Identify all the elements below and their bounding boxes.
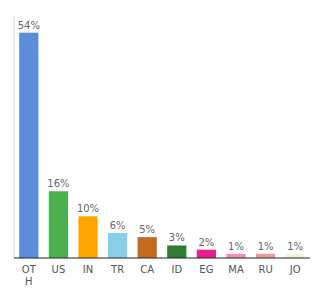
x-tick-label: MA: [228, 264, 244, 275]
data-label: 6%: [110, 220, 126, 231]
data-label: 3%: [169, 232, 185, 243]
data-label: 10%: [77, 203, 99, 214]
x-tick-label: EG: [199, 264, 213, 275]
x-tick-label: US: [52, 264, 66, 275]
bar: [49, 191, 68, 258]
bars: [19, 33, 305, 258]
x-tick-label: OTH: [22, 264, 37, 287]
data-label: 54%: [18, 20, 40, 31]
bar: [256, 254, 275, 258]
bar: [167, 245, 186, 258]
x-axis-line: [14, 257, 310, 258]
x-tick-label: TR: [110, 264, 124, 275]
chart-svg: 54% 16% 10% 6% 5% 3% 2% 1% 1% 1% OTH US IN TR CA ID EG MA…: [0, 0, 320, 300]
x-tick-label: JO: [289, 264, 301, 275]
chart-container: 54% 16% 10% 6% 5% 3% 2% 1% 1% 1% OTH US IN TR CA ID EG MA…: [0, 0, 320, 300]
data-label: 1%: [258, 241, 274, 252]
bar: [19, 33, 38, 258]
x-tick-label: CA: [140, 264, 154, 275]
x-tick-label: ID: [171, 264, 182, 275]
data-label: 16%: [47, 178, 69, 189]
x-tick-label: IN: [83, 264, 93, 275]
bar: [138, 237, 157, 258]
data-label: 5%: [139, 224, 155, 235]
bar: [197, 250, 216, 258]
data-label: 1%: [228, 241, 244, 252]
bar: [226, 254, 245, 258]
data-label: 1%: [287, 241, 303, 252]
bar: [78, 216, 97, 258]
bar: [108, 233, 127, 258]
data-label: 2%: [198, 237, 214, 248]
y-axis-line: [14, 16, 15, 258]
x-tick-label: RU: [258, 264, 272, 275]
bar: [286, 254, 305, 258]
